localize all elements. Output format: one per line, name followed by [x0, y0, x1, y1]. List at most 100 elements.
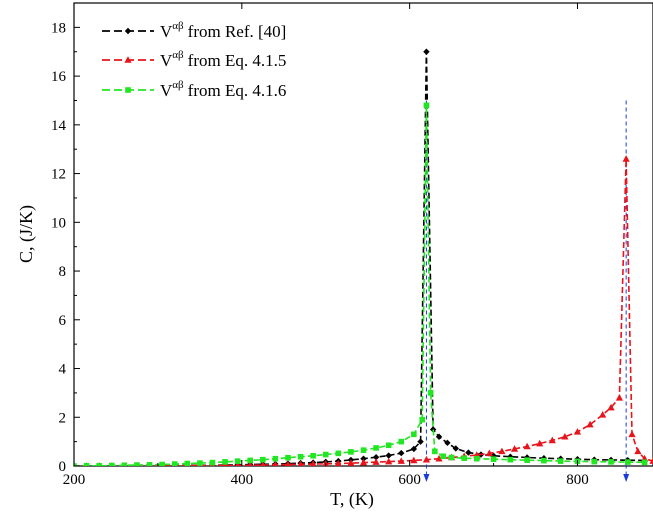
- series-2-point-22: [348, 449, 354, 455]
- legend-base-symbol-1: V: [160, 51, 173, 70]
- series-0-point-30: [429, 426, 437, 433]
- marker-arrow-0: [423, 474, 430, 482]
- series-2-point-28: [419, 416, 426, 423]
- series-2-line: [74, 105, 645, 466]
- series-2-point-43: [608, 459, 614, 465]
- series-2-point-8: [171, 461, 178, 466]
- series-2-point-33: [448, 454, 455, 461]
- legend-item-0: Vαβ from Ref. [40]: [102, 20, 286, 41]
- series-1-point-41: [586, 420, 594, 428]
- legend-swatch-marker-1: [124, 56, 132, 63]
- series-2-point-1: [83, 462, 90, 466]
- y-tick-label-9: 18: [51, 20, 66, 36]
- series-2-point-11: [209, 459, 216, 466]
- series-2-point-20: [322, 451, 329, 458]
- series-0-point-25: [385, 452, 392, 459]
- series-1-point-22: [347, 459, 355, 466]
- x-tick-label-3: 800: [566, 472, 589, 488]
- series-0-point-33: [452, 445, 460, 452]
- y-tick-label-3: 6: [59, 313, 67, 329]
- series-2-point-10: [197, 460, 203, 466]
- series-1-point-36: [523, 442, 531, 450]
- legend-base-symbol-2: V: [160, 81, 173, 100]
- series-1-point-45: [622, 155, 630, 162]
- series-2-point-31: [432, 448, 438, 455]
- series-0-point-31: [435, 433, 443, 440]
- legend-label-2: Vαβ from Eq. 4.1.6: [160, 79, 286, 100]
- legend-base-symbol-0: V: [160, 22, 173, 41]
- legend-swatch-marker-2: [125, 87, 131, 93]
- series-1-point-44: [615, 393, 624, 401]
- series-2-point-26: [398, 438, 405, 445]
- series-0: [74, 48, 648, 466]
- legend-item-1: Vαβ from Eq. 4.1.5: [102, 49, 286, 70]
- y-tick-label-0: 0: [59, 459, 67, 475]
- series-2-point-37: [507, 456, 514, 463]
- series-2-point-21: [335, 450, 342, 457]
- series-1-point-28: [422, 455, 431, 463]
- series-1-point-23: [359, 458, 368, 466]
- axes-layer: 200 400 600 800 0 2 4 6 8 10 12 14 16 18: [51, 3, 589, 488]
- y-tick-label-2: 4: [59, 362, 67, 378]
- marker-arrow-1: [623, 474, 630, 482]
- series-1-point-29: [435, 454, 443, 462]
- series-0-point-29: [423, 48, 430, 55]
- series-2-point-18: [297, 453, 304, 460]
- series-2-point-0: [74, 463, 77, 466]
- x-tick-label-1: 400: [231, 472, 254, 488]
- plot-frame: [73, 2, 653, 467]
- series-0-point-23: [360, 455, 367, 462]
- legend-label-0: Vαβ from Ref. [40]: [160, 20, 286, 41]
- series-2-point-34: [461, 455, 467, 462]
- series-1-line: [74, 158, 653, 466]
- x-tick-label-0: 200: [63, 472, 86, 488]
- series-2-point-39: [541, 457, 547, 464]
- series-1-point-40: [573, 428, 582, 435]
- series-1-point-16: [272, 460, 279, 466]
- series-2-point-19: [310, 452, 316, 459]
- series-1-point-15: [260, 461, 266, 466]
- legend-superscript-2: αβ: [172, 79, 184, 91]
- transition-marker-lines: [425, 100, 627, 476]
- series-1-point-43: [607, 403, 615, 411]
- series-1-point-17: [285, 460, 291, 466]
- series-2-point-23: [360, 447, 367, 453]
- series-1-point-46: [628, 430, 636, 438]
- legend-item-2: Vαβ from Eq. 4.1.6: [102, 79, 286, 100]
- y-tick-label-6: 12: [51, 167, 66, 183]
- series-layer: [74, 48, 653, 466]
- series-2-point-2: [96, 462, 102, 466]
- series-2-point-25: [385, 442, 392, 449]
- series-1: [74, 155, 653, 466]
- series-2-point-17: [285, 454, 291, 461]
- series-1-point-33: [485, 449, 493, 457]
- series-1-point-25: [385, 457, 393, 465]
- legend-superscript-1: αβ: [172, 49, 184, 61]
- series-1-point-47: [634, 447, 642, 455]
- series-2-point-32: [440, 453, 447, 460]
- series-2-point-12: [222, 459, 228, 465]
- series-0-point-24: [372, 454, 380, 461]
- x-axis-title: T, (K): [330, 489, 374, 510]
- series-1-point-21: [334, 459, 342, 466]
- series-2-point-27: [411, 431, 417, 438]
- series-1-point-19: [310, 460, 317, 466]
- series-1-point-27: [410, 456, 418, 464]
- series-2-point-29: [423, 102, 430, 109]
- y-tick-label-5: 10: [51, 215, 66, 231]
- y-tick-label-7: 14: [51, 118, 67, 134]
- series-2-point-45: [641, 459, 648, 466]
- legend-text-1: from Eq. 4.1.5: [188, 51, 287, 70]
- series-2-point-30: [427, 390, 434, 396]
- y-tick-label-1: 2: [59, 410, 67, 426]
- series-2-point-9: [184, 460, 191, 466]
- series-1-point-37: [536, 439, 544, 447]
- series-2-point-16: [272, 455, 279, 462]
- plot-frame-box: [73, 2, 653, 467]
- legend-text-2: from Eq. 4.1.6: [188, 81, 287, 100]
- series-2: [74, 102, 648, 466]
- series-1-point-39: [561, 432, 569, 440]
- series-2-point-3: [108, 462, 115, 466]
- series-1-point-34: [498, 447, 506, 455]
